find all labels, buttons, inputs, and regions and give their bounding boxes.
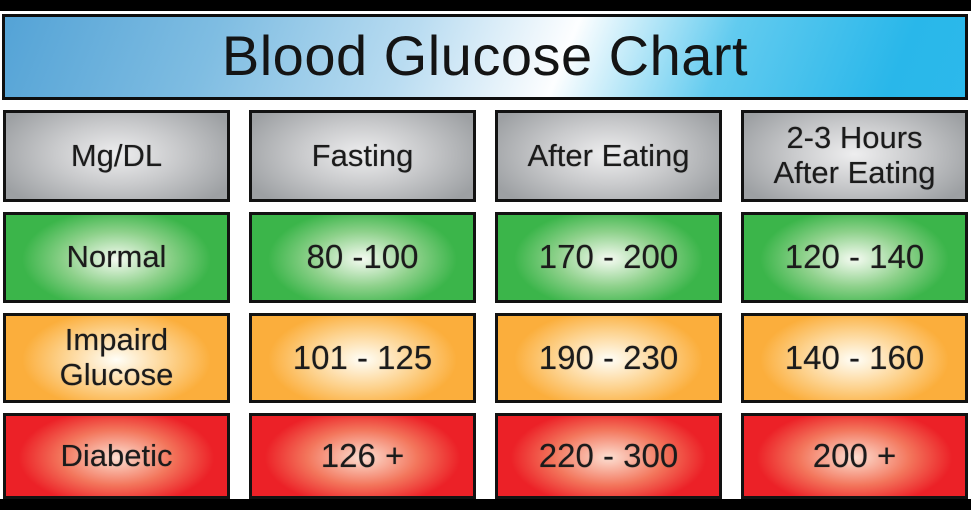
page-title: Blood Glucose Chart xyxy=(221,23,749,87)
normal-after-eating-value: 170 - 200 xyxy=(495,212,722,303)
diabetic-2-3-hours-value: 200 + xyxy=(741,413,968,499)
header-cell-mgdl: Mg/DL xyxy=(3,110,230,202)
row-label-normal: Normal xyxy=(3,212,230,303)
header-cell-2-3-hours-after-eating: 2-3 Hours After Eating xyxy=(741,110,968,202)
normal-2-3-hours-value: 120 - 140 xyxy=(741,212,968,303)
top-border-bar xyxy=(0,0,971,11)
impaired-fasting-value: 101 - 125 xyxy=(249,313,476,403)
diabetic-fasting-value: 126 + xyxy=(249,413,476,499)
normal-fasting-value: 80 -100 xyxy=(249,212,476,303)
row-label-impaired-glucose: Impaird Glucose xyxy=(3,313,230,403)
bottom-border-bar xyxy=(0,499,971,510)
row-label-diabetic: Diabetic xyxy=(3,413,230,499)
glucose-table: Mg/DL Fasting After Eating 2-3 Hours Aft… xyxy=(3,110,968,499)
impaired-2-3-hours-value: 140 - 160 xyxy=(741,313,968,403)
impaired-after-eating-value: 190 - 230 xyxy=(495,313,722,403)
header-cell-fasting: Fasting xyxy=(249,110,476,202)
chart-title-box: Blood Glucose Chart xyxy=(2,14,968,100)
diabetic-after-eating-value: 220 - 300 xyxy=(495,413,722,499)
header-cell-after-eating: After Eating xyxy=(495,110,722,202)
